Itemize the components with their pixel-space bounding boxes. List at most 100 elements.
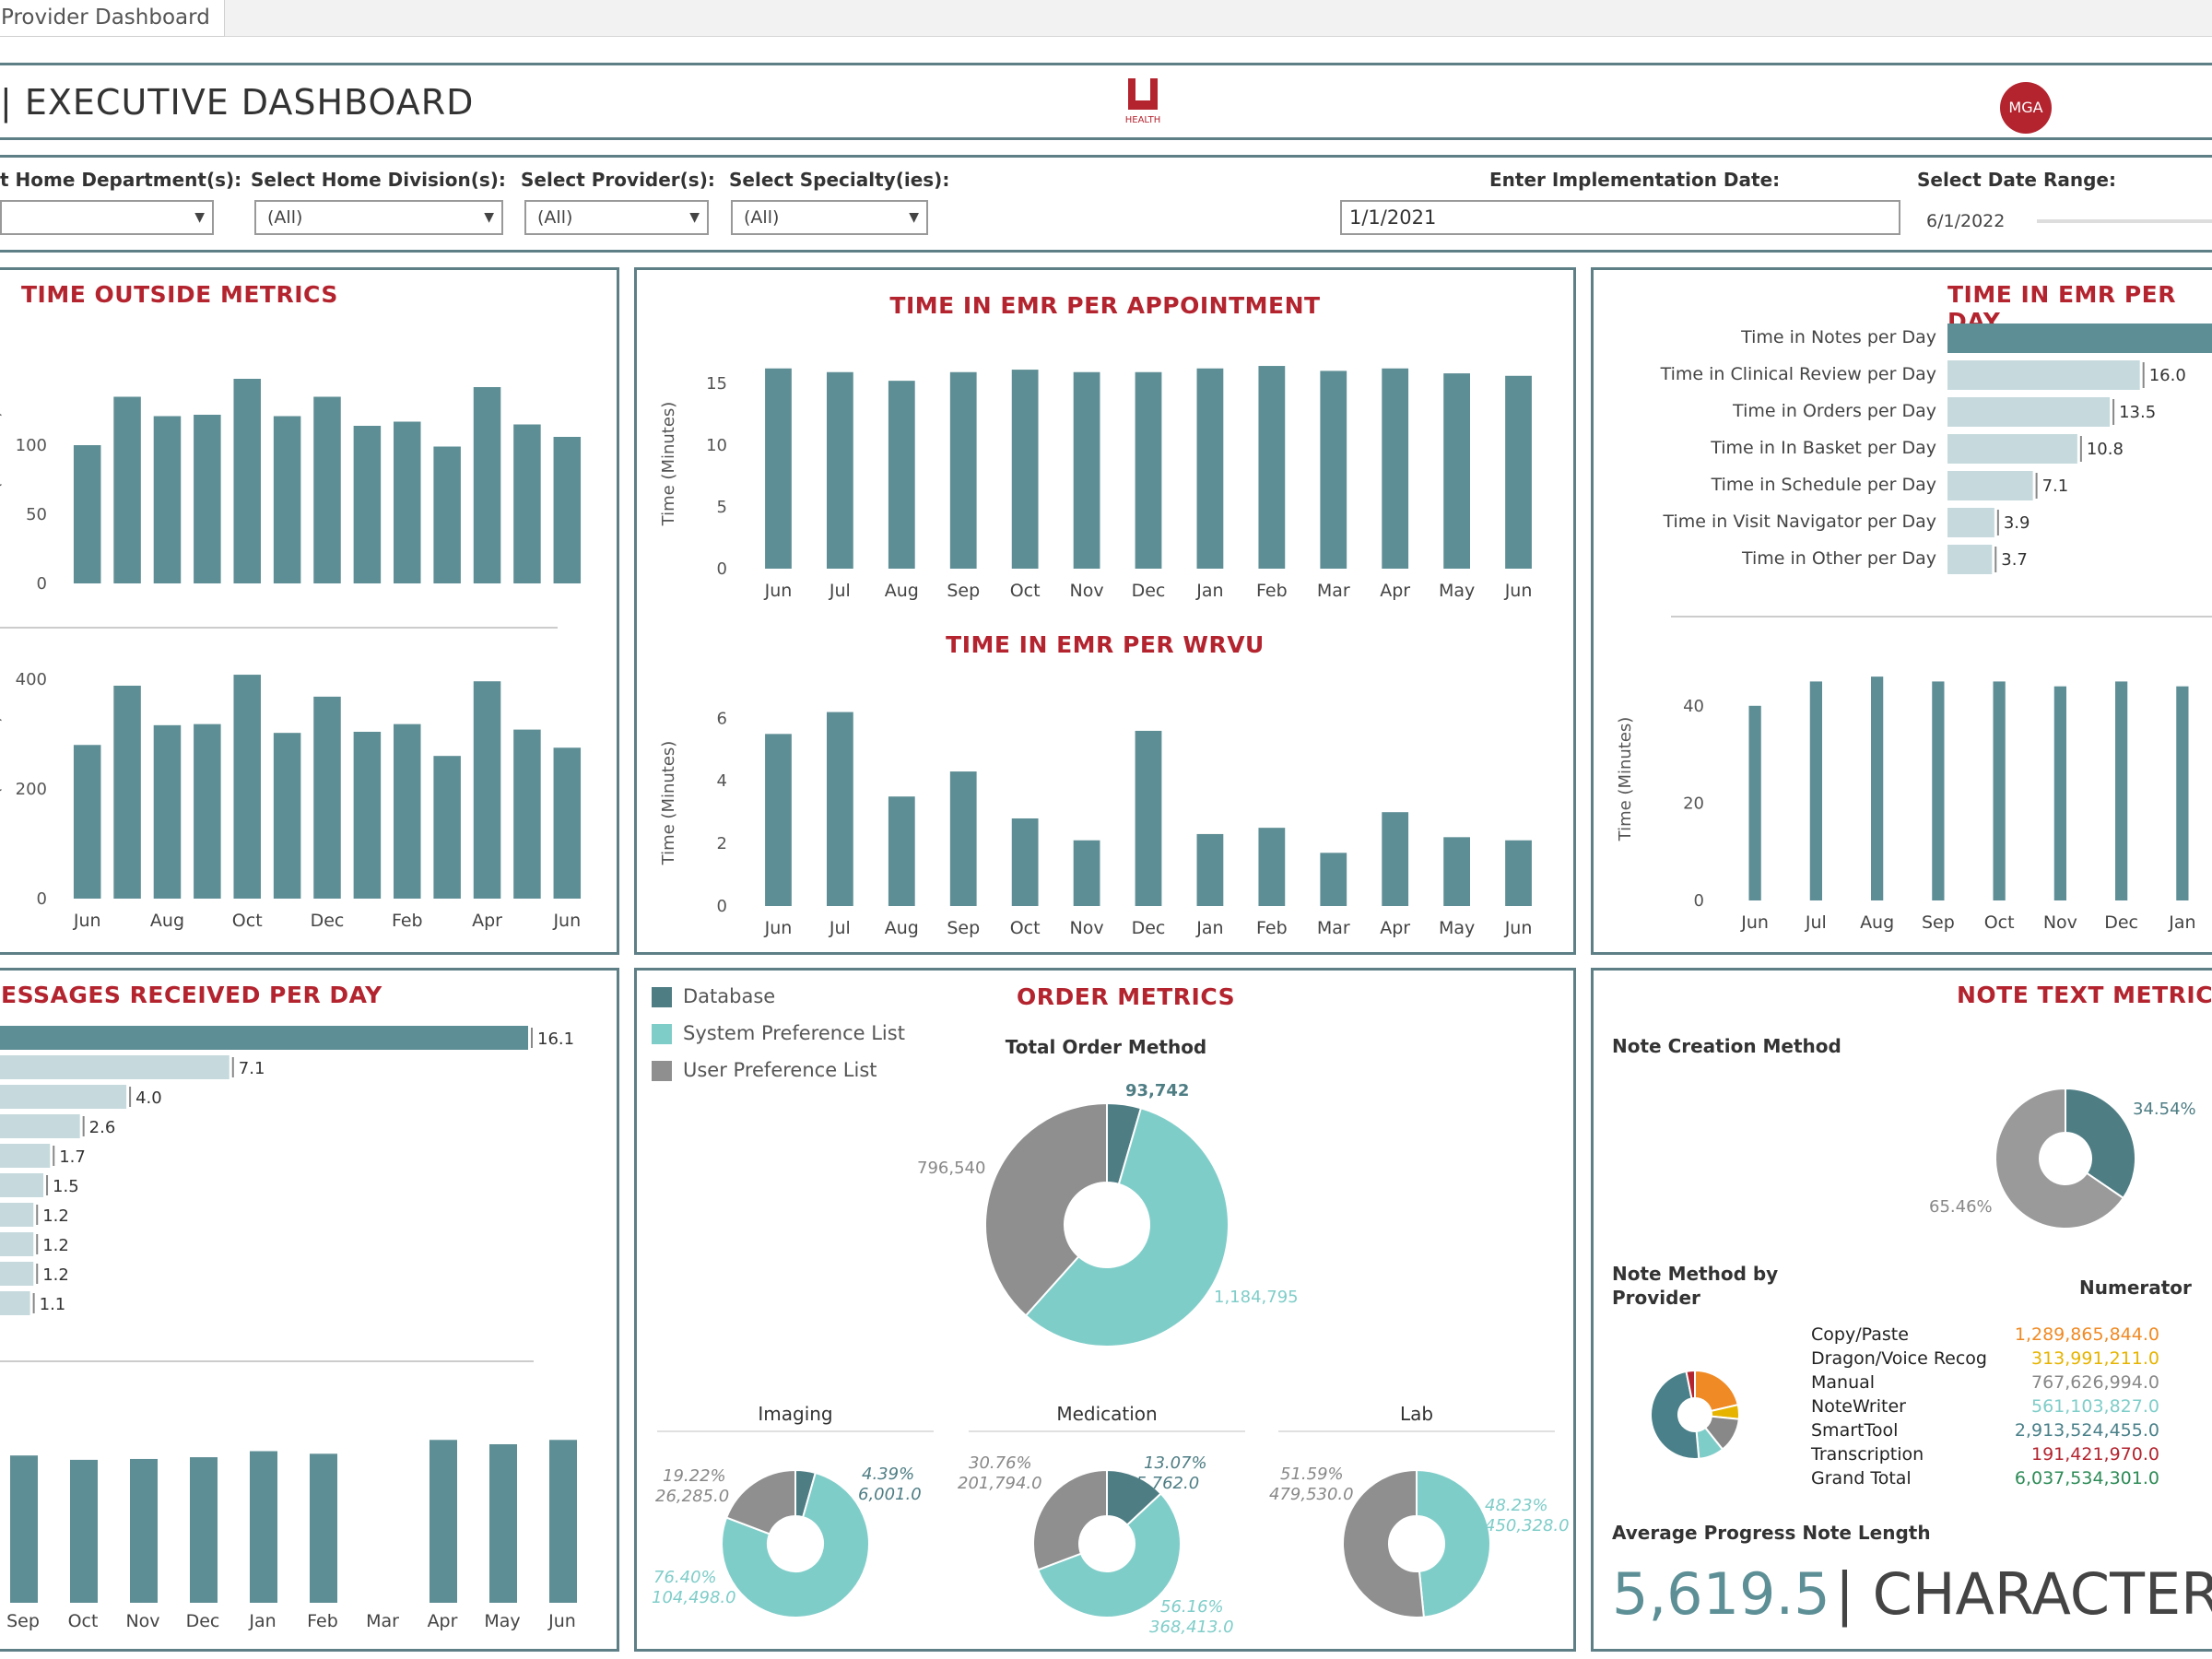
pie-slice [1416, 1468, 1491, 1618]
bar [1947, 360, 2140, 390]
emr-appointment-charts: 0 5 10 15 Time (Minutes) Jun Jul Aug Sep Oct Nov De… [659, 366, 1532, 938]
note-method-value: 767,626,994.0 [2030, 1372, 2159, 1393]
order-metrics-charts: Total Order Method 93,742 1,184,795 796,540… [652, 1036, 1570, 1637]
division-filter-label: Select Home Division(s): [251, 169, 506, 191]
pie-slice [1685, 1369, 1696, 1400]
y-tick-label: 400 [16, 670, 47, 689]
provider-filter-label: Select Provider(s): [521, 169, 715, 191]
bar [0, 1114, 80, 1138]
data-label: 65.46% [1929, 1197, 1993, 1217]
bar [0, 1055, 229, 1079]
department-select[interactable]: ▼ [0, 200, 214, 235]
bar [10, 1455, 38, 1603]
data-label: 3.9 [2004, 513, 2030, 533]
chart-title: Imaging [758, 1403, 832, 1425]
x-tick-label: Aug [885, 581, 919, 601]
bar [549, 1440, 577, 1603]
mga-badge-icon: MGA [2000, 82, 2052, 134]
provider-select-value: (All) [537, 207, 573, 228]
numerator-label: Numerator [2079, 1277, 2192, 1299]
bar [553, 747, 582, 899]
legend-user-preference: User Preference List [683, 1059, 877, 1081]
avg-note-length-label: Average Progress Note Length [1612, 1522, 1931, 1544]
bar [0, 1232, 34, 1256]
data-label: 1.7 [59, 1147, 86, 1167]
y-tick-label: 10 [706, 436, 727, 455]
x-tick-label: Mar [366, 1611, 399, 1631]
y-axis-label: Time (Minutes) [1616, 717, 1635, 842]
note-method-value: 2,913,524,455.0 [2014, 1420, 2159, 1441]
data-label: 76.40% [653, 1568, 717, 1587]
pie-slice [1650, 1370, 1700, 1460]
y-tick-label: 0 [37, 574, 47, 594]
x-tick-label: Oct [1984, 912, 2015, 933]
y-axis-label: Time (Minutes) [659, 741, 678, 866]
bar [0, 1173, 44, 1197]
bar [1258, 828, 1286, 906]
bar [130, 1458, 158, 1603]
bar [1809, 681, 1822, 900]
dashboard-header: | EXECUTIVE DASHBOARD HEALTH MGA [0, 63, 2212, 140]
specialty-select-value: (All) [744, 207, 780, 228]
panel-note-text: NOTE TEXT METRICS Note Creation Method N… [1591, 968, 2212, 1652]
x-tick-label: Sep [947, 918, 980, 938]
bar [1932, 681, 1945, 900]
chevron-down-icon: ▼ [484, 210, 494, 225]
data-label: 3.7 [2001, 550, 2028, 570]
bar [73, 445, 101, 583]
x-tick-label: Nov [1070, 581, 1104, 601]
note-method-value: 1,289,865,844.0 [2014, 1324, 2159, 1345]
bar [433, 446, 461, 583]
x-tick-label: Jun [764, 581, 793, 601]
x-tick-label: Feb [1256, 581, 1288, 601]
y-tick-label: 20 [1683, 794, 1704, 813]
x-tick-label: Apr [1380, 918, 1410, 938]
panel-title-messages: ESSAGES RECEIVED PER DAY [1, 982, 382, 1008]
specialty-select[interactable]: (All) ▼ [731, 200, 928, 235]
bar [1505, 840, 1532, 906]
y-tick-label: 6 [717, 709, 727, 728]
bar [1947, 471, 2033, 500]
provider-select[interactable]: (All) ▼ [524, 200, 709, 235]
university-logo: HEALTH [1125, 78, 1160, 125]
data-label: 450,328.0 [1485, 1516, 1570, 1535]
y-tick-label: 15 [706, 374, 727, 394]
implementation-date-input[interactable]: 1/1/2021 [1340, 200, 1900, 235]
panel-messages: ESSAGES RECEIVED PER DAY 16.1 7.1 4.0 2.6 1.… [0, 968, 619, 1652]
x-tick-label: May [484, 1611, 520, 1631]
avg-note-length-value: 5,619.5 [1612, 1560, 1830, 1628]
bar [888, 381, 915, 569]
panel-title-time-outside: TIME OUTSIDE METRICS [21, 281, 338, 308]
note-method-name: Transcription [1811, 1444, 1924, 1465]
bar [73, 745, 101, 899]
pie-slice [1036, 1492, 1182, 1618]
legend-swatch-user [652, 1061, 672, 1081]
bar [233, 675, 261, 899]
pie-slice [2065, 1087, 2136, 1200]
note-method-name: Dragon/Voice Recog [1811, 1348, 1987, 1369]
data-label: 1.2 [42, 1206, 69, 1226]
x-tick-label: Feb [307, 1611, 338, 1631]
division-select[interactable]: (All) ▼ [254, 200, 503, 235]
bar [1258, 366, 1286, 569]
panel-title-emr-day: TIME IN EMR PER DAY [1947, 281, 2177, 335]
legend-swatch-system [652, 1024, 672, 1044]
time-outside-charts: 0 50 100 Time (Minutes) 0 200 400 Time (Minutes… [0, 379, 582, 931]
tab-provider-dashboard[interactable]: Provider Dashboard [0, 0, 225, 37]
data-label: 796,540 [917, 1159, 985, 1178]
x-tick-label: Jan [1195, 581, 1223, 601]
date-range-slider[interactable] [2037, 219, 2212, 223]
note-method-value: 313,991,211.0 [2030, 1348, 2159, 1369]
data-label: 7.1 [239, 1059, 265, 1078]
filter-bar: t Home Department(s): ▼ Select Home Divi… [0, 155, 2212, 253]
panel-order-metrics: ORDER METRICS Database System Preference… [634, 968, 1576, 1652]
bar [310, 1453, 337, 1603]
data-label: 16.0 [2149, 366, 2186, 385]
data-label: 4.39% [862, 1465, 914, 1484]
y-axis-label: Time (Minutes) [659, 402, 678, 527]
y-axis-label: Time (Minutes) [0, 411, 4, 536]
x-tick-label: Jun [764, 918, 793, 938]
data-label: 13.5 [2119, 403, 2156, 422]
note-method-value: 6,037,534,301.0 [2014, 1468, 2159, 1488]
pie-slice [1032, 1468, 1108, 1571]
